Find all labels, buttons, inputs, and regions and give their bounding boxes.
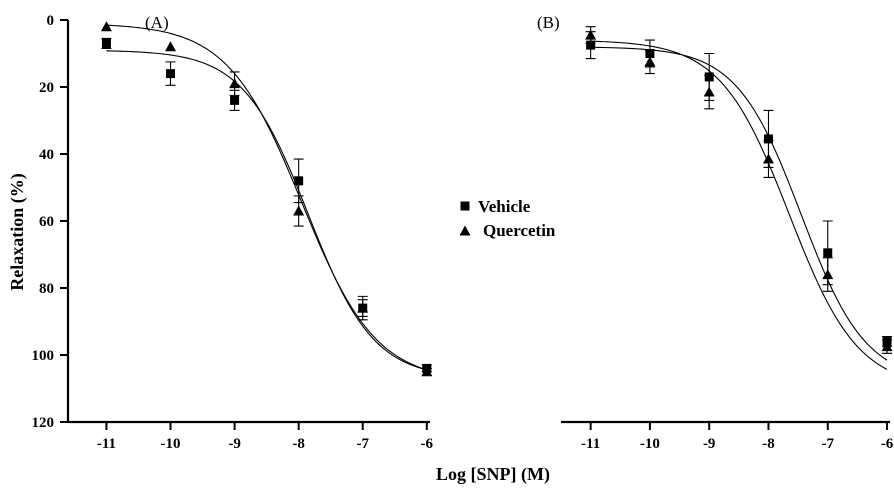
data-point-quercetin bbox=[822, 269, 834, 280]
data-point-vehicle bbox=[823, 248, 833, 258]
legend-marker-vehicle bbox=[460, 201, 470, 211]
y-axis-title: Relaxation (%) bbox=[7, 173, 28, 290]
panel-a: -11 -10 -9 -8 -7 -6 0 20 40 60 80 100 120 (A) bbox=[32, 13, 434, 452]
data-point-quercetin bbox=[762, 153, 774, 164]
legend-label-quercetin: Quercetin bbox=[483, 221, 556, 240]
y-tick-label: 40 bbox=[39, 147, 54, 163]
series-quercetin bbox=[100, 21, 433, 377]
legend-label-vehicle: Vehicle bbox=[478, 197, 531, 216]
legend: Vehicle Quercetin bbox=[459, 197, 556, 240]
data-point-quercetin bbox=[644, 56, 656, 67]
data-point-quercetin bbox=[293, 205, 305, 216]
panel-label: (A) bbox=[145, 13, 169, 32]
data-point-vehicle bbox=[101, 38, 111, 48]
data-point-quercetin bbox=[100, 21, 112, 32]
x-tick-label: -9 bbox=[703, 436, 716, 452]
fit-curve-quercetin bbox=[106, 24, 427, 371]
x-tick-label: -8 bbox=[292, 436, 305, 452]
data-point-vehicle bbox=[586, 40, 596, 50]
y-tick-label: 0 bbox=[47, 13, 55, 29]
x-tick-label: -8 bbox=[762, 436, 775, 452]
data-point-quercetin bbox=[421, 366, 433, 377]
series-quercetin bbox=[585, 26, 893, 370]
x-tick-label: -9 bbox=[228, 436, 241, 452]
y-tick-label: 60 bbox=[39, 214, 54, 230]
x-tick-label: -10 bbox=[161, 436, 181, 452]
x-tick-label: -6 bbox=[421, 436, 434, 452]
data-point-vehicle bbox=[294, 176, 304, 186]
panel-label: (B) bbox=[537, 13, 560, 32]
data-point-vehicle bbox=[166, 69, 176, 79]
data-point-quercetin bbox=[585, 29, 597, 40]
fit-curve-vehicle bbox=[106, 50, 427, 371]
x-axis-title: Log [SNP] (M) bbox=[436, 464, 550, 485]
x-tick-label: -7 bbox=[356, 436, 369, 452]
data-point-quercetin bbox=[165, 41, 177, 52]
x-tick-label: -6 bbox=[881, 436, 894, 452]
y-tick-label: 100 bbox=[32, 348, 55, 364]
y-tick-label: 20 bbox=[39, 80, 54, 96]
data-point-vehicle bbox=[763, 134, 773, 144]
x-tick-label: -11 bbox=[97, 436, 116, 452]
fit-curve-quercetin bbox=[590, 40, 888, 370]
legend-marker-quercetin bbox=[459, 225, 471, 236]
data-point-quercetin bbox=[881, 341, 893, 352]
y-tick-label: 80 bbox=[39, 281, 54, 297]
data-point-quercetin bbox=[229, 78, 241, 89]
y-tick-label: 120 bbox=[32, 415, 55, 431]
data-point-vehicle bbox=[230, 95, 240, 105]
data-point-quercetin bbox=[703, 86, 715, 97]
x-tick-label: -11 bbox=[581, 436, 600, 452]
x-tick-label: -10 bbox=[640, 436, 660, 452]
x-tick-label: -7 bbox=[822, 436, 835, 452]
series-vehicle bbox=[101, 37, 432, 373]
legend-markers bbox=[459, 201, 471, 236]
fit-curve-vehicle bbox=[590, 46, 888, 361]
panel-b: -11 -10 -9 -8 -7 -6 (B) bbox=[537, 13, 894, 452]
series-vehicle bbox=[585, 31, 893, 361]
data-point-quercetin bbox=[357, 302, 369, 313]
